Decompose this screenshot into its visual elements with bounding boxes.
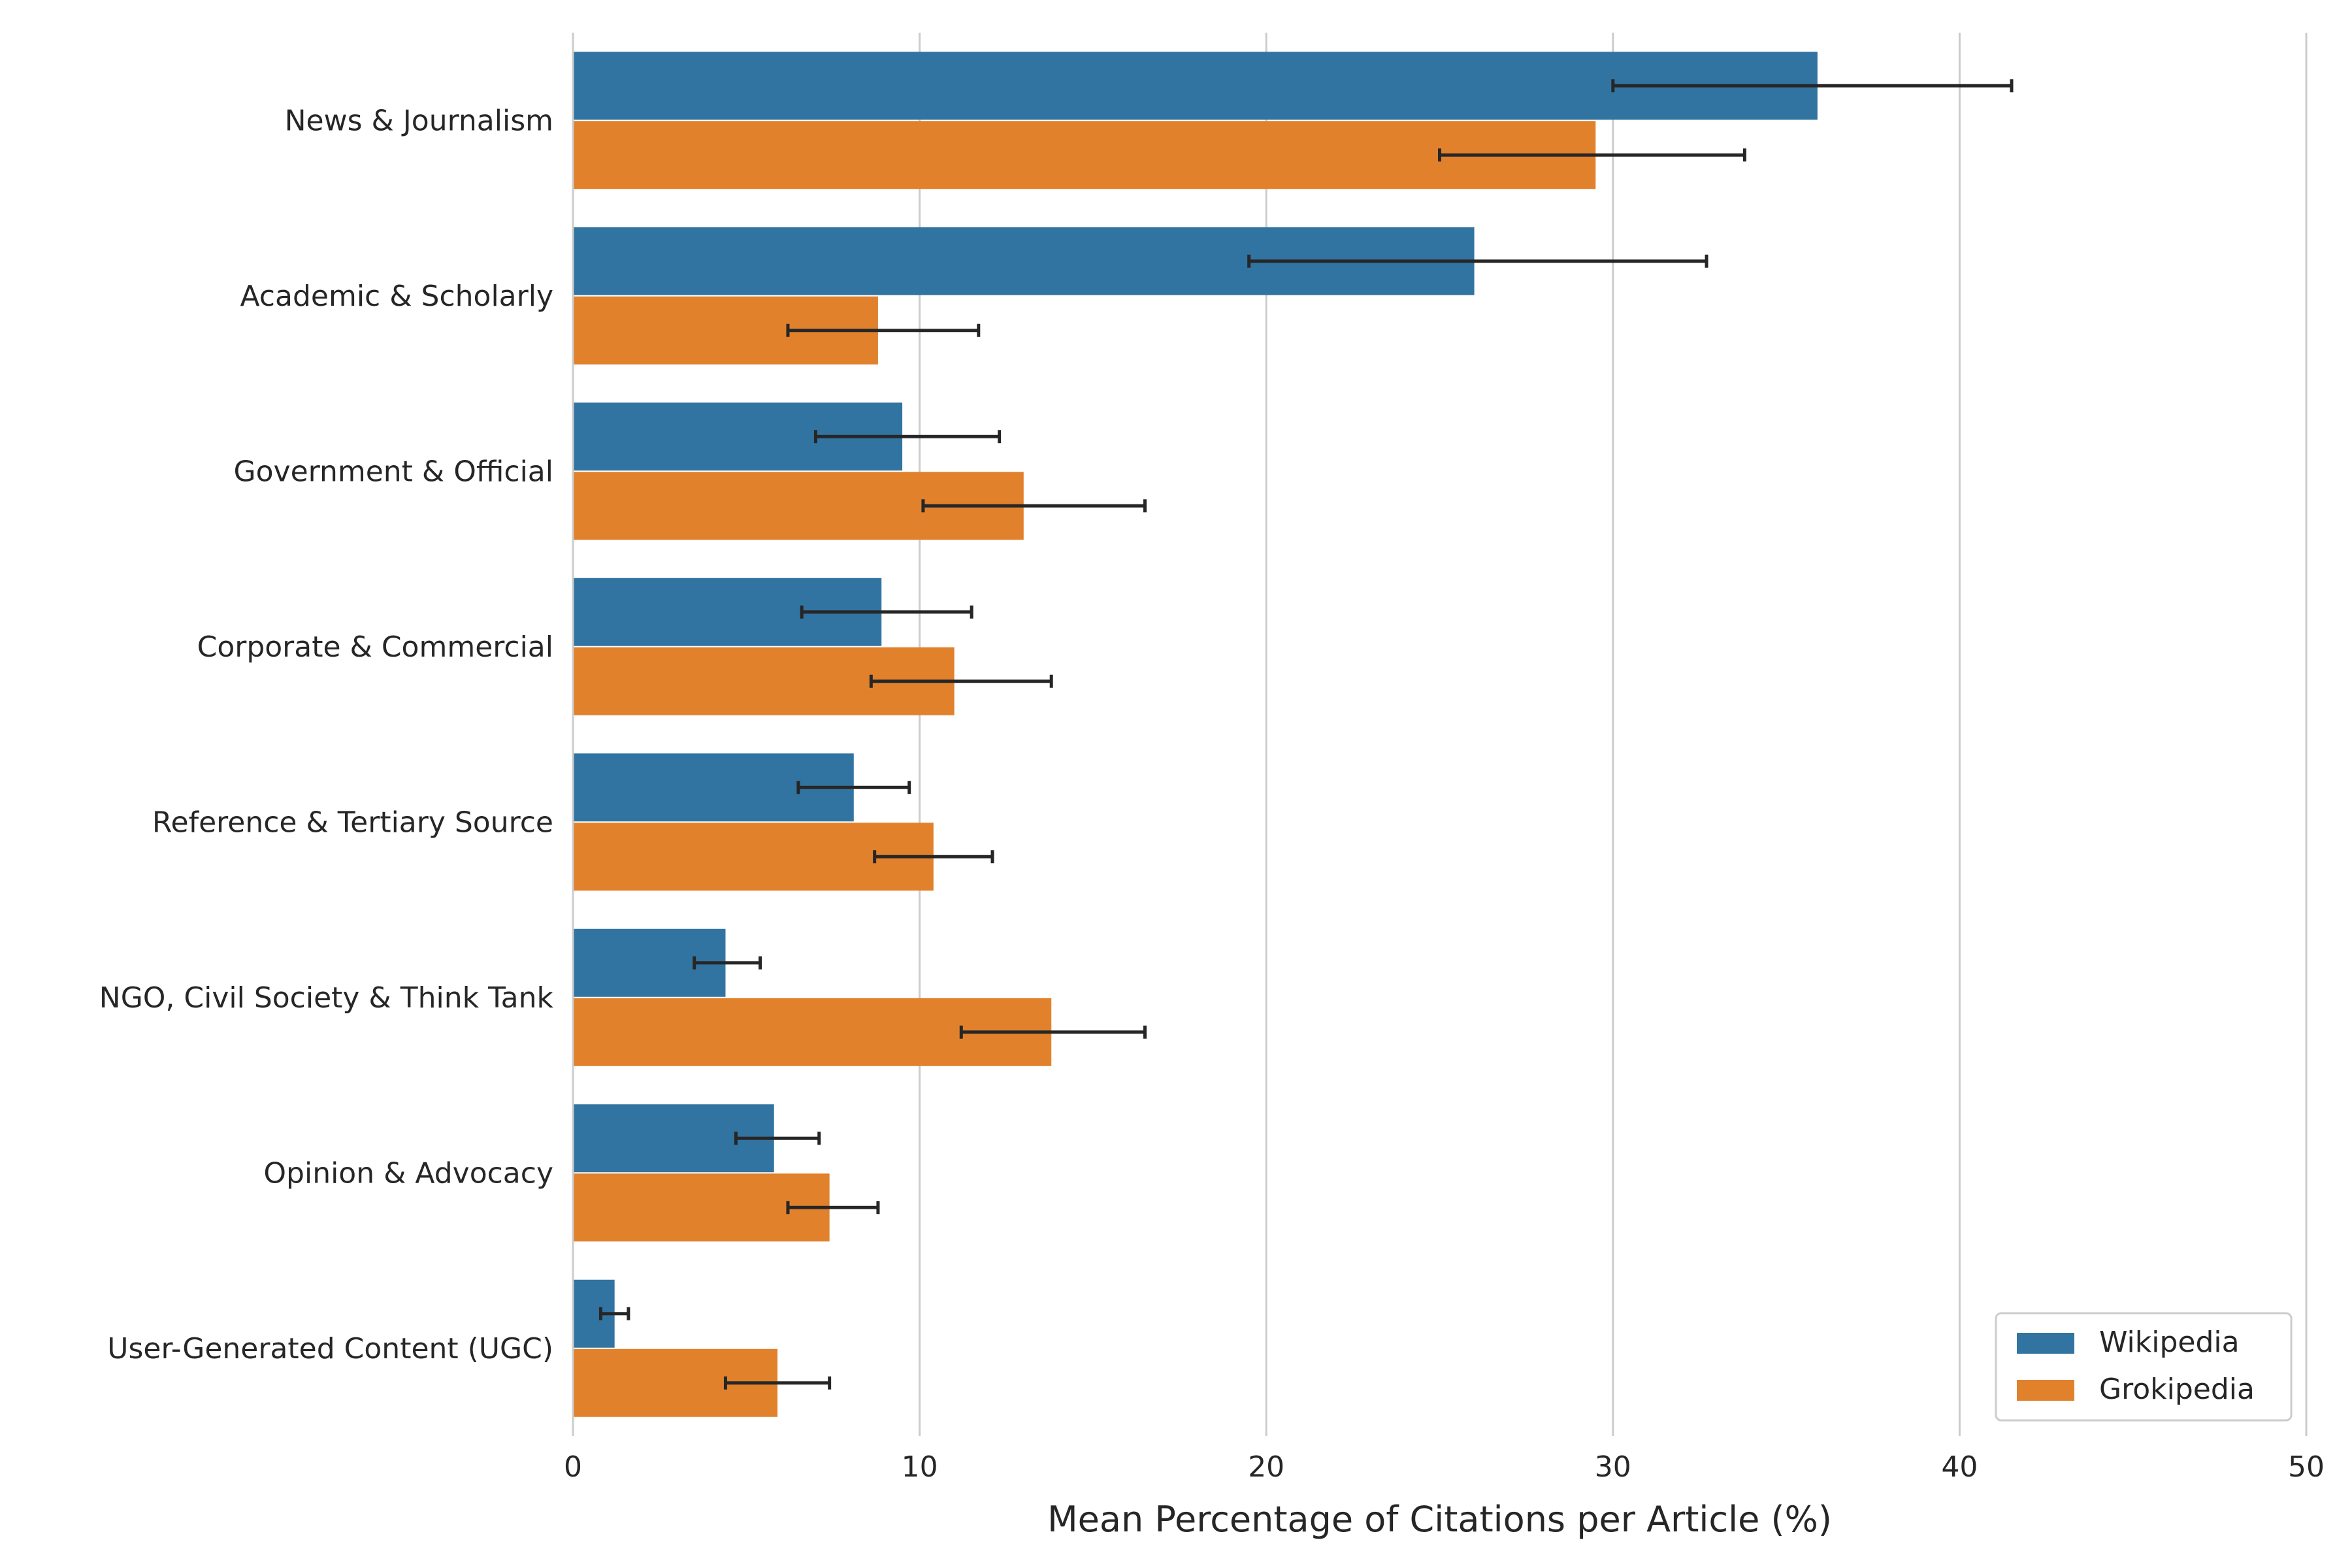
error-bar-grokipedia-1 (786, 323, 981, 337)
error-bar-grokipedia-6 (786, 1201, 880, 1215)
x-tick-label-50: 50 (2288, 1450, 2325, 1484)
category-labels: News & Journalism Academic & Scholarly Gov… (99, 104, 554, 1365)
error-bar-grokipedia-3 (869, 674, 1053, 688)
error-bar-wikipedia-7 (598, 1307, 630, 1320)
category-label: Corporate & Commercial (197, 630, 553, 664)
legend: Wikipedia Grokipedia (1995, 1312, 2293, 1422)
category-label: User-Generated Content (UGC) (107, 1332, 553, 1365)
x-tick-label-30: 30 (1595, 1450, 1631, 1484)
category-label: News & Journalism (285, 104, 553, 137)
error-bar-grokipedia-2 (921, 499, 1147, 513)
error-bars (598, 79, 2014, 1390)
x-tick-label-0: 0 (564, 1450, 582, 1484)
x-tick-label-40: 40 (1941, 1450, 1978, 1484)
bar-grokipedia-0 (573, 121, 1596, 189)
x-tick-labels: 0 10 20 30 40 50 (564, 1450, 2325, 1484)
error-bar-grokipedia-0 (1438, 148, 1746, 162)
category-label: NGO, Civil Society & Think Tank (99, 981, 554, 1015)
error-bar-wikipedia-6 (734, 1132, 821, 1145)
category-label: Academic & Scholarly (240, 280, 553, 313)
error-bar-wikipedia-3 (800, 605, 973, 619)
error-bar-wikipedia-2 (813, 430, 1002, 444)
x-axis-label: Mean Percentage of Citations per Article… (1047, 1499, 1832, 1540)
bars (573, 52, 1818, 1417)
x-tick-label-20: 20 (1248, 1450, 1284, 1484)
legend-label-grokipedia: Grokipedia (2099, 1373, 2255, 1406)
bar-wikipedia-0 (573, 52, 1818, 120)
legend-swatch-wikipedia (2017, 1333, 2074, 1354)
category-label: Reference & Tertiary Source (152, 806, 553, 839)
error-bar-wikipedia-1 (1247, 254, 1708, 268)
x-tick-label-10: 10 (902, 1450, 938, 1484)
legend-label-wikipedia: Wikipedia (2099, 1326, 2240, 1359)
error-bar-wikipedia-5 (693, 956, 762, 970)
error-bar-grokipedia-7 (723, 1376, 832, 1390)
category-label: Government & Official (234, 455, 553, 488)
legend-swatch-grokipedia (2017, 1380, 2074, 1401)
error-bar-grokipedia-4 (873, 850, 994, 864)
error-bar-wikipedia-0 (1611, 79, 2014, 93)
category-label: Opinion & Advocacy (263, 1156, 553, 1190)
error-bar-grokipedia-5 (959, 1025, 1147, 1039)
error-bar-wikipedia-4 (796, 781, 911, 794)
